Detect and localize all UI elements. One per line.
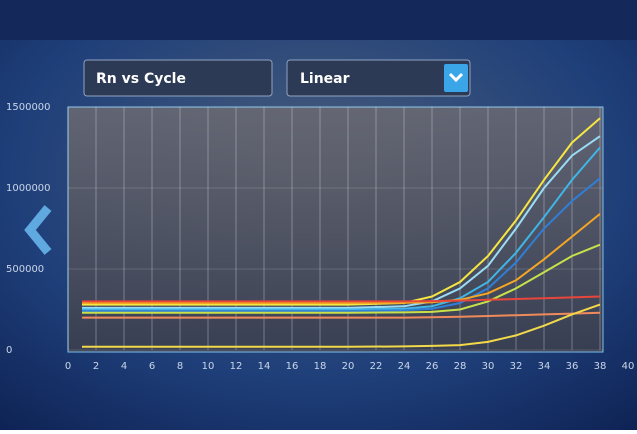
x-tick-label: 34: [538, 361, 551, 372]
x-tick-label: 8: [177, 361, 183, 372]
x-tick-label: 12: [230, 361, 243, 372]
scale-label[interactable]: Linear: [300, 71, 350, 87]
x-tick-label: 18: [314, 361, 327, 372]
x-tick-label: 14: [258, 361, 271, 372]
x-tick-label: 24: [398, 361, 411, 372]
x-tick-label: 2: [93, 361, 99, 372]
screen: Rn vs Cycle Linear 0 500000 1000000 1500000…: [0, 0, 637, 430]
y-tick-label: 1500000: [6, 102, 51, 113]
y-tick-label: 0: [6, 345, 12, 356]
x-tick-label: 30: [482, 361, 495, 372]
header-bar: [0, 0, 637, 40]
x-tick-label: 22: [370, 361, 383, 372]
x-tick-label: 28: [454, 361, 467, 372]
x-tick-label: 32: [510, 361, 523, 372]
plot-type-label[interactable]: Rn vs Cycle: [96, 71, 186, 87]
x-tick-label: 38: [594, 361, 607, 372]
x-tick-label: 36: [566, 361, 579, 372]
x-tick-label: 40: [622, 361, 635, 372]
x-tick-label: 6: [149, 361, 155, 372]
x-tick-label: 16: [286, 361, 299, 372]
x-tick-label: 26: [426, 361, 439, 372]
y-tick-label: 500000: [6, 264, 44, 275]
x-tick-label: 20: [342, 361, 355, 372]
page: Rn vs Cycle Linear 0 500000 1000000 1500000…: [0, 0, 637, 430]
y-tick-label: 1000000: [6, 183, 51, 194]
x-tick-label: 4: [121, 361, 127, 372]
x-tick-label: 10: [202, 361, 215, 372]
x-tick-label: 0: [65, 361, 71, 372]
